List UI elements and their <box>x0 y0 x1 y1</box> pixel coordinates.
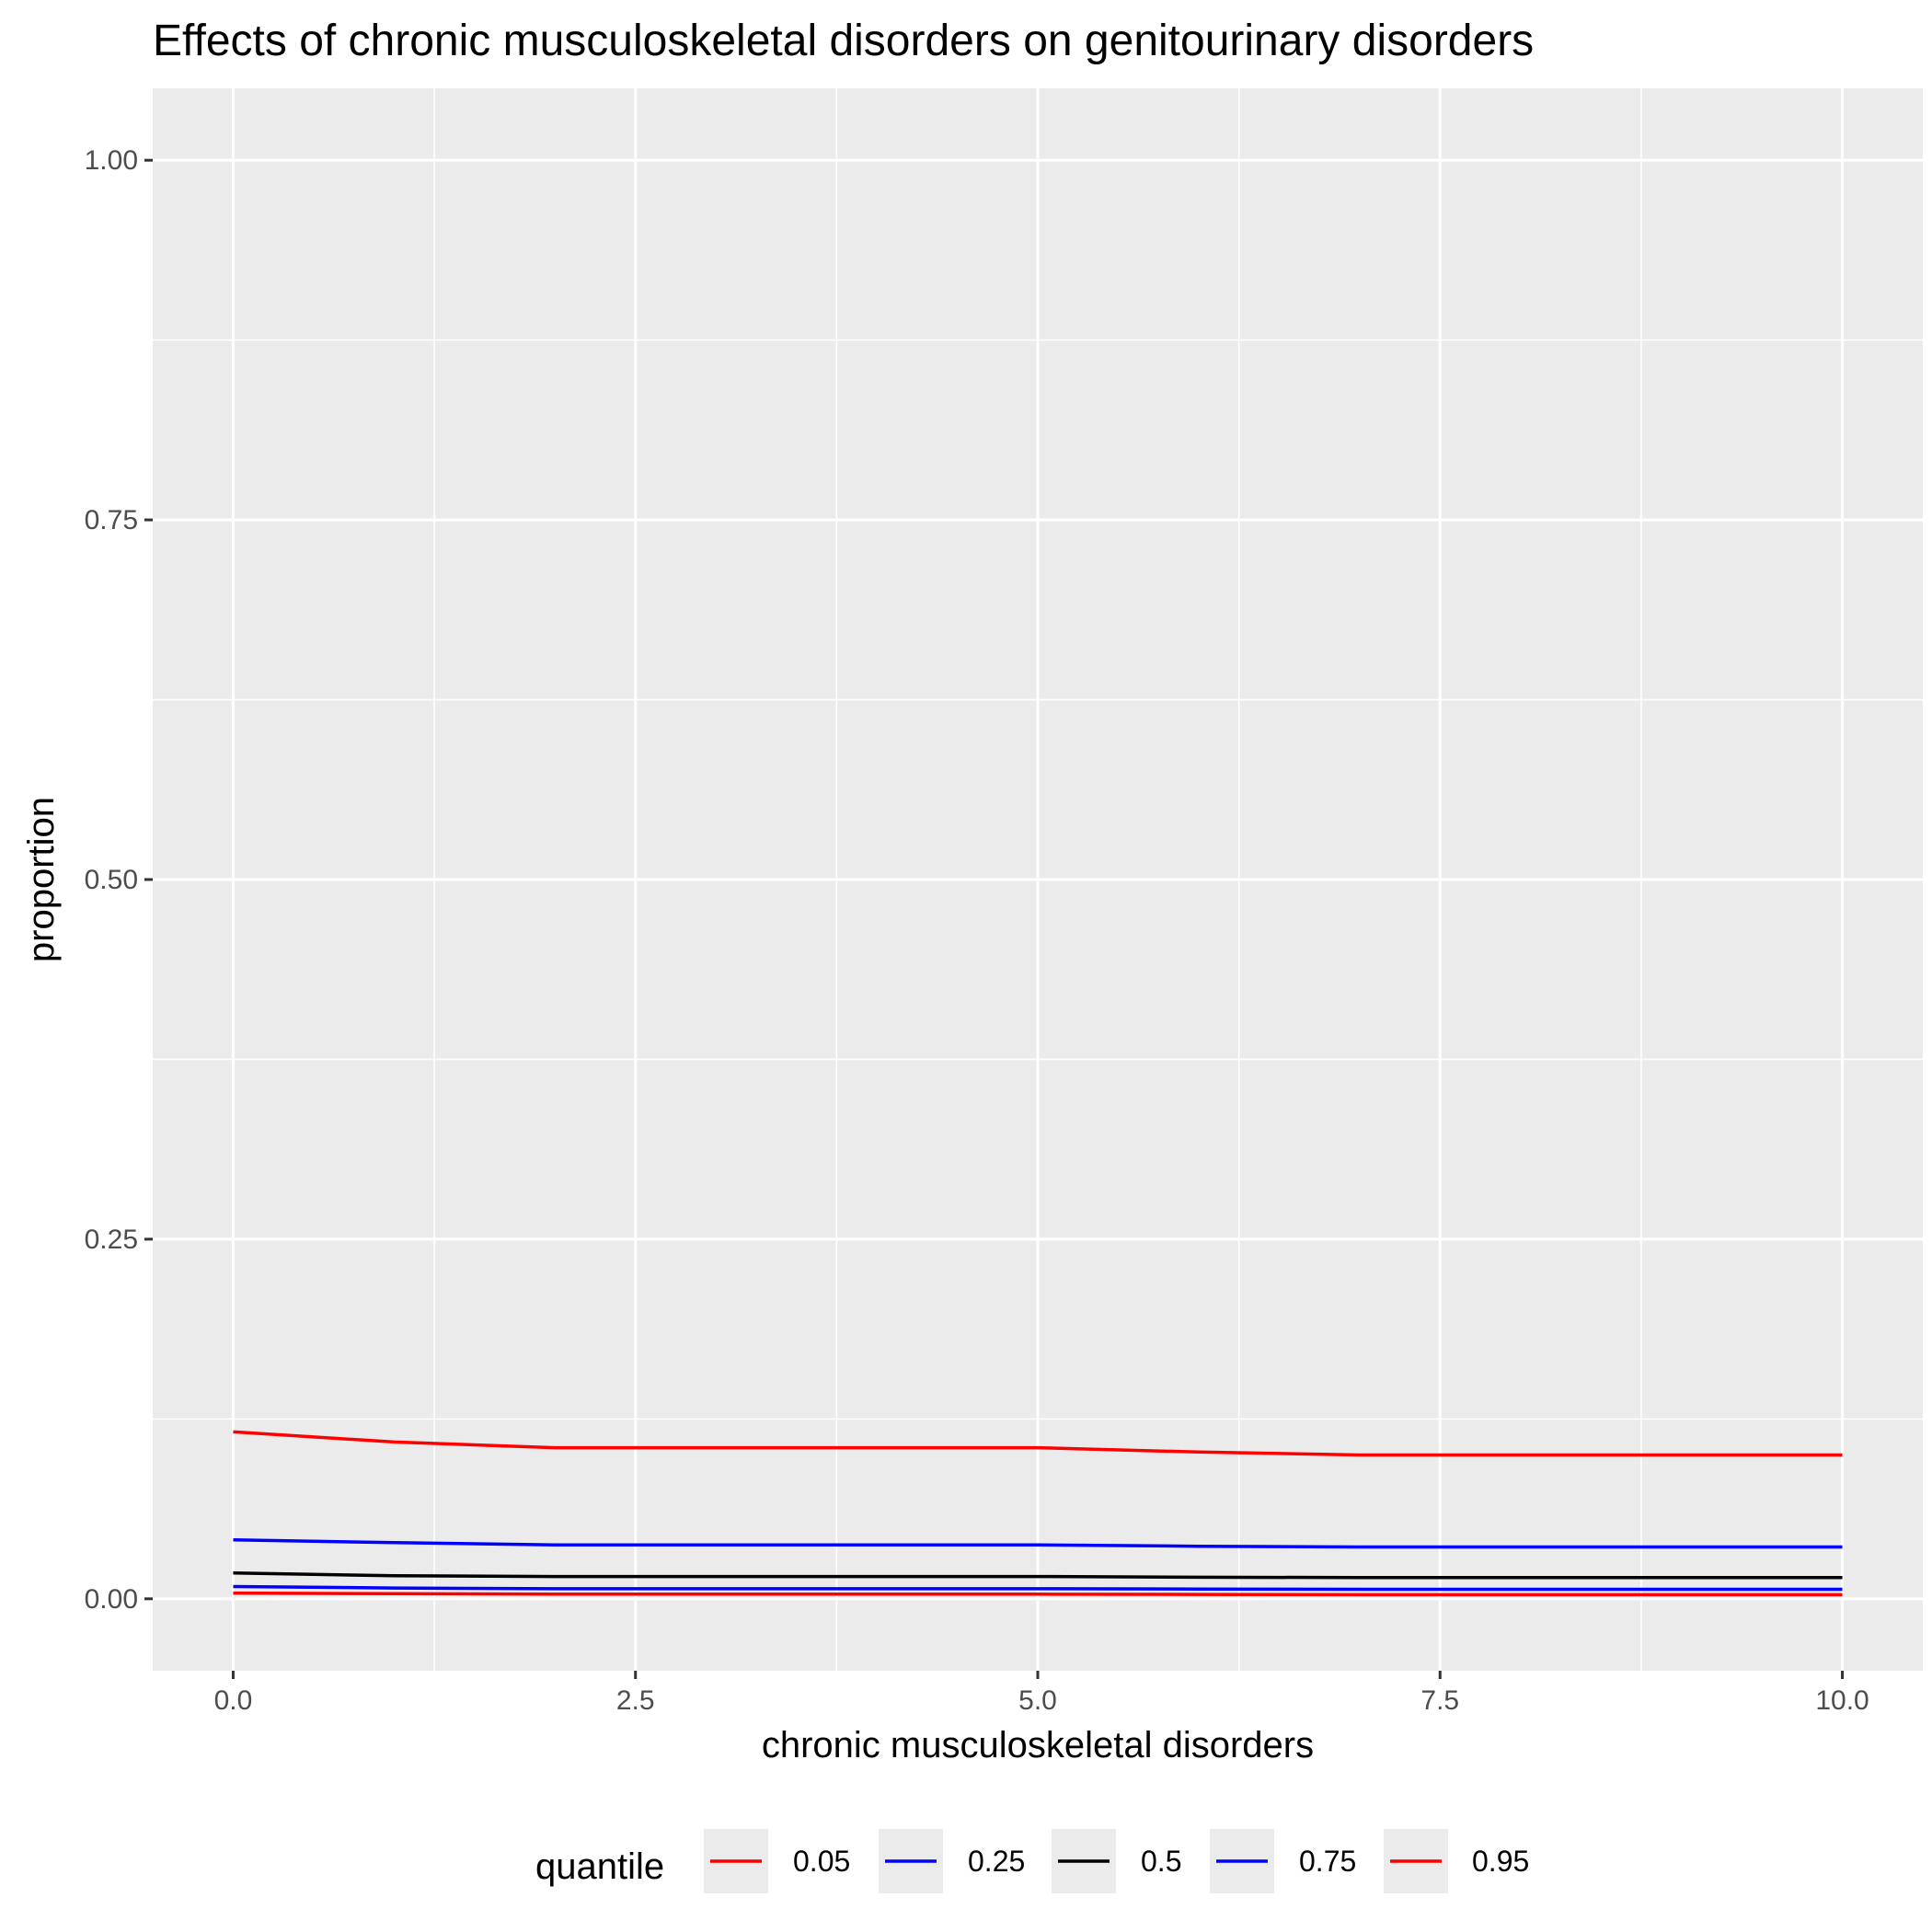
legend-label: 0.5 <box>1141 1845 1181 1878</box>
y-axis-title: proportion <box>21 797 62 962</box>
y-tick-label: 0.00 <box>85 1584 138 1615</box>
y-tick-label: 0.50 <box>85 865 138 895</box>
legend-item-0-95: 0.95 <box>1384 1829 1529 1893</box>
series-lines <box>233 1430 1843 1597</box>
x-tick-label: 7.5 <box>1420 1685 1459 1716</box>
y-tick-label: 0.25 <box>85 1225 138 1255</box>
series-line-0-5 <box>233 1570 1843 1580</box>
series-line-0-95 <box>233 1430 1843 1457</box>
major-gridlines <box>153 88 1923 1671</box>
x-tick-label: 5.0 <box>1018 1685 1057 1716</box>
legend: quantile 0.05 0.25 0.5 0.75 0.95 <box>535 1829 1529 1893</box>
chart-title: Effects of chronic musculoskeletal disor… <box>153 17 1534 65</box>
legend-item-0-75: 0.75 <box>1210 1829 1356 1893</box>
legend-label: 0.75 <box>1299 1845 1356 1878</box>
legend-item-0-05: 0.05 <box>704 1829 850 1893</box>
x-axis-title: chronic musculoskeletal disorders <box>762 1725 1314 1765</box>
legend-items: 0.05 0.25 0.5 0.75 0.95 <box>704 1829 1529 1893</box>
x-tick-label: 10.0 <box>1815 1685 1869 1716</box>
legend-label: 0.95 <box>1472 1845 1529 1878</box>
legend-item-0-5: 0.5 <box>1052 1829 1181 1893</box>
y-tick-label: 0.75 <box>85 505 138 535</box>
legend-label: 0.25 <box>968 1845 1025 1878</box>
series-line-0-25 <box>233 1584 1843 1592</box>
y-tick-label: 1.00 <box>85 145 138 176</box>
x-axis: 0.0 2.5 5.0 7.5 10.0 <box>214 1671 1869 1716</box>
legend-label: 0.05 <box>793 1845 850 1878</box>
y-axis: 0.00 0.25 0.50 0.75 1.00 <box>85 145 153 1615</box>
series-line-0-05 <box>233 1591 1843 1597</box>
legend-title: quantile <box>535 1846 664 1887</box>
x-tick-label: 2.5 <box>616 1685 655 1716</box>
series-line-0-75 <box>233 1537 1843 1549</box>
x-tick-label: 0.0 <box>214 1685 253 1716</box>
legend-item-0-25: 0.25 <box>879 1829 1025 1893</box>
